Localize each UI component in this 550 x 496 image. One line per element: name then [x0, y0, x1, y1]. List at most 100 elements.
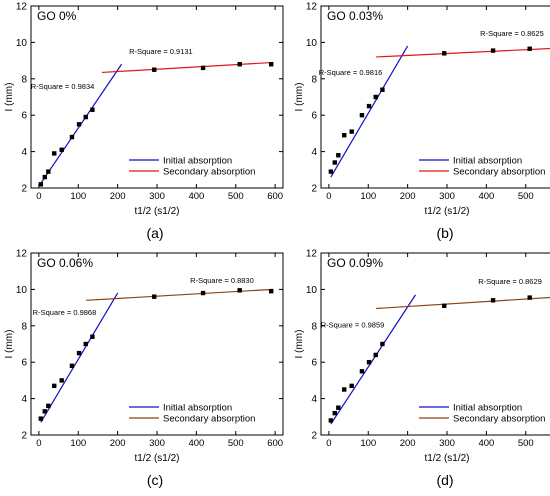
data-point	[200, 290, 206, 296]
data-point	[373, 352, 378, 358]
data-point	[328, 418, 334, 423]
y-tick-label: 10	[306, 38, 318, 49]
legend-label: Secondary absorption	[163, 414, 255, 425]
chart-panel-3: 2 4 6 8 10 12 0 100 200 300 400 500 600 GO 0.06% I (mm…	[4, 249, 284, 488]
data-point	[349, 383, 354, 389]
data-point	[373, 94, 378, 100]
r-square-label: R-Square = 0.9868	[33, 308, 97, 317]
y-tick-label: 4	[21, 147, 27, 158]
x-tick-label: 200	[110, 191, 126, 202]
initial-absorption-line	[330, 294, 417, 425]
legend-label: Secondary absorption	[453, 414, 545, 425]
data-point	[527, 46, 532, 51]
data-point	[42, 409, 47, 414]
y-tick-label: 2	[21, 431, 27, 442]
x-tick-label: 100	[70, 191, 86, 202]
r-square-label: R-Square = 0.8629	[478, 277, 542, 286]
r-square-label: R-Square = 0.9131	[129, 47, 193, 56]
initial-absorption-line	[40, 292, 119, 423]
y-tick-label: 4	[21, 394, 27, 405]
r-square-label: R-Square = 0.8830	[190, 276, 254, 285]
y-tick-label: 2	[21, 184, 27, 195]
data-point	[38, 182, 44, 187]
secondary-absorption-line	[376, 296, 550, 310]
x-tick-label: 0	[326, 438, 331, 449]
y-axis-label: I (mm)	[4, 330, 15, 359]
data-point	[152, 67, 157, 72]
data-point	[380, 341, 385, 347]
panel-title: GO 0%	[37, 9, 77, 23]
x-tick-label: 0	[326, 191, 331, 202]
data-point	[342, 133, 347, 138]
data-point	[83, 114, 88, 120]
panel-label: (c)	[147, 472, 163, 488]
y-tick-label: 12	[16, 2, 28, 13]
data-point	[90, 107, 95, 112]
data-point	[268, 62, 274, 67]
y-tick-label: 12	[16, 249, 28, 260]
panel-title: GO 0.06%	[37, 256, 93, 270]
data-point	[490, 298, 496, 303]
data-point	[328, 169, 334, 174]
data-point	[52, 151, 57, 156]
r-square-label: R-Square = 0.9859	[321, 321, 385, 330]
data-point	[90, 334, 95, 339]
panel-label: (b)	[436, 225, 453, 241]
x-tick-label: 300	[149, 191, 165, 202]
y-tick-label: 4	[311, 394, 317, 405]
panel-label: (a)	[146, 225, 163, 241]
y-tick-label: 6	[21, 358, 27, 369]
y-tick-label: 6	[311, 111, 317, 122]
data-point	[76, 122, 82, 127]
x-tick-label: 500	[228, 191, 244, 202]
data-point	[152, 294, 157, 299]
legend-label: Secondary absorption	[163, 167, 255, 178]
x-axis-label: t1/2 (s1/2)	[134, 206, 179, 217]
x-tick-label: 0	[36, 438, 41, 449]
x-tick-label: 500	[518, 438, 534, 449]
x-tick-label: 100	[70, 438, 86, 449]
chart-panel-1: 2 4 6 8 10 12 0 100 200 300 400 500 600 GO 0% I (mm) t1…	[4, 2, 284, 241]
legend-label: Secondary absorption	[453, 167, 545, 178]
y-tick-label: 8	[311, 321, 317, 332]
data-point	[237, 288, 242, 293]
y-tick-label: 8	[21, 74, 27, 85]
x-tick-label: 200	[400, 191, 416, 202]
y-tick-label: 6	[21, 111, 27, 122]
y-tick-label: 2	[311, 184, 317, 195]
y-tick-label: 12	[306, 249, 318, 260]
data-point	[349, 129, 354, 134]
data-point	[366, 103, 372, 109]
y-tick-label: 2	[311, 431, 317, 442]
data-point	[69, 134, 75, 140]
y-axis-label: I (mm)	[294, 83, 305, 112]
x-tick-label: 300	[439, 191, 455, 202]
x-tick-label: 600	[267, 438, 283, 449]
data-point	[83, 341, 88, 347]
data-point	[69, 363, 75, 369]
secondary-absorption-line	[376, 47, 550, 58]
legend-label: Initial absorption	[453, 156, 522, 167]
data-point	[366, 360, 372, 365]
x-tick-label: 300	[149, 438, 165, 449]
y-tick-label: 10	[16, 38, 28, 49]
x-tick-label: 400	[478, 191, 494, 202]
panel-title: GO 0.09%	[327, 256, 383, 270]
legend-label: Initial absorption	[163, 156, 232, 167]
x-tick-label: 100	[360, 191, 376, 202]
data-point	[268, 289, 274, 294]
plot-frame	[30, 5, 284, 189]
data-point	[59, 147, 64, 152]
x-axis-label: t1/2 (s1/2)	[424, 206, 469, 217]
y-tick-label: 8	[21, 321, 27, 332]
legend-label: Initial absorption	[453, 403, 522, 414]
y-axis-label: I (mm)	[294, 330, 305, 359]
x-tick-label: 500	[228, 438, 244, 449]
y-tick-label: 6	[311, 358, 317, 369]
x-tick-label: 200	[400, 438, 416, 449]
x-axis-label: t1/2 (s1/2)	[424, 453, 469, 464]
panel-label: (d)	[436, 472, 453, 488]
secondary-absorption-line	[101, 61, 274, 74]
initial-absorption-line	[330, 45, 409, 178]
